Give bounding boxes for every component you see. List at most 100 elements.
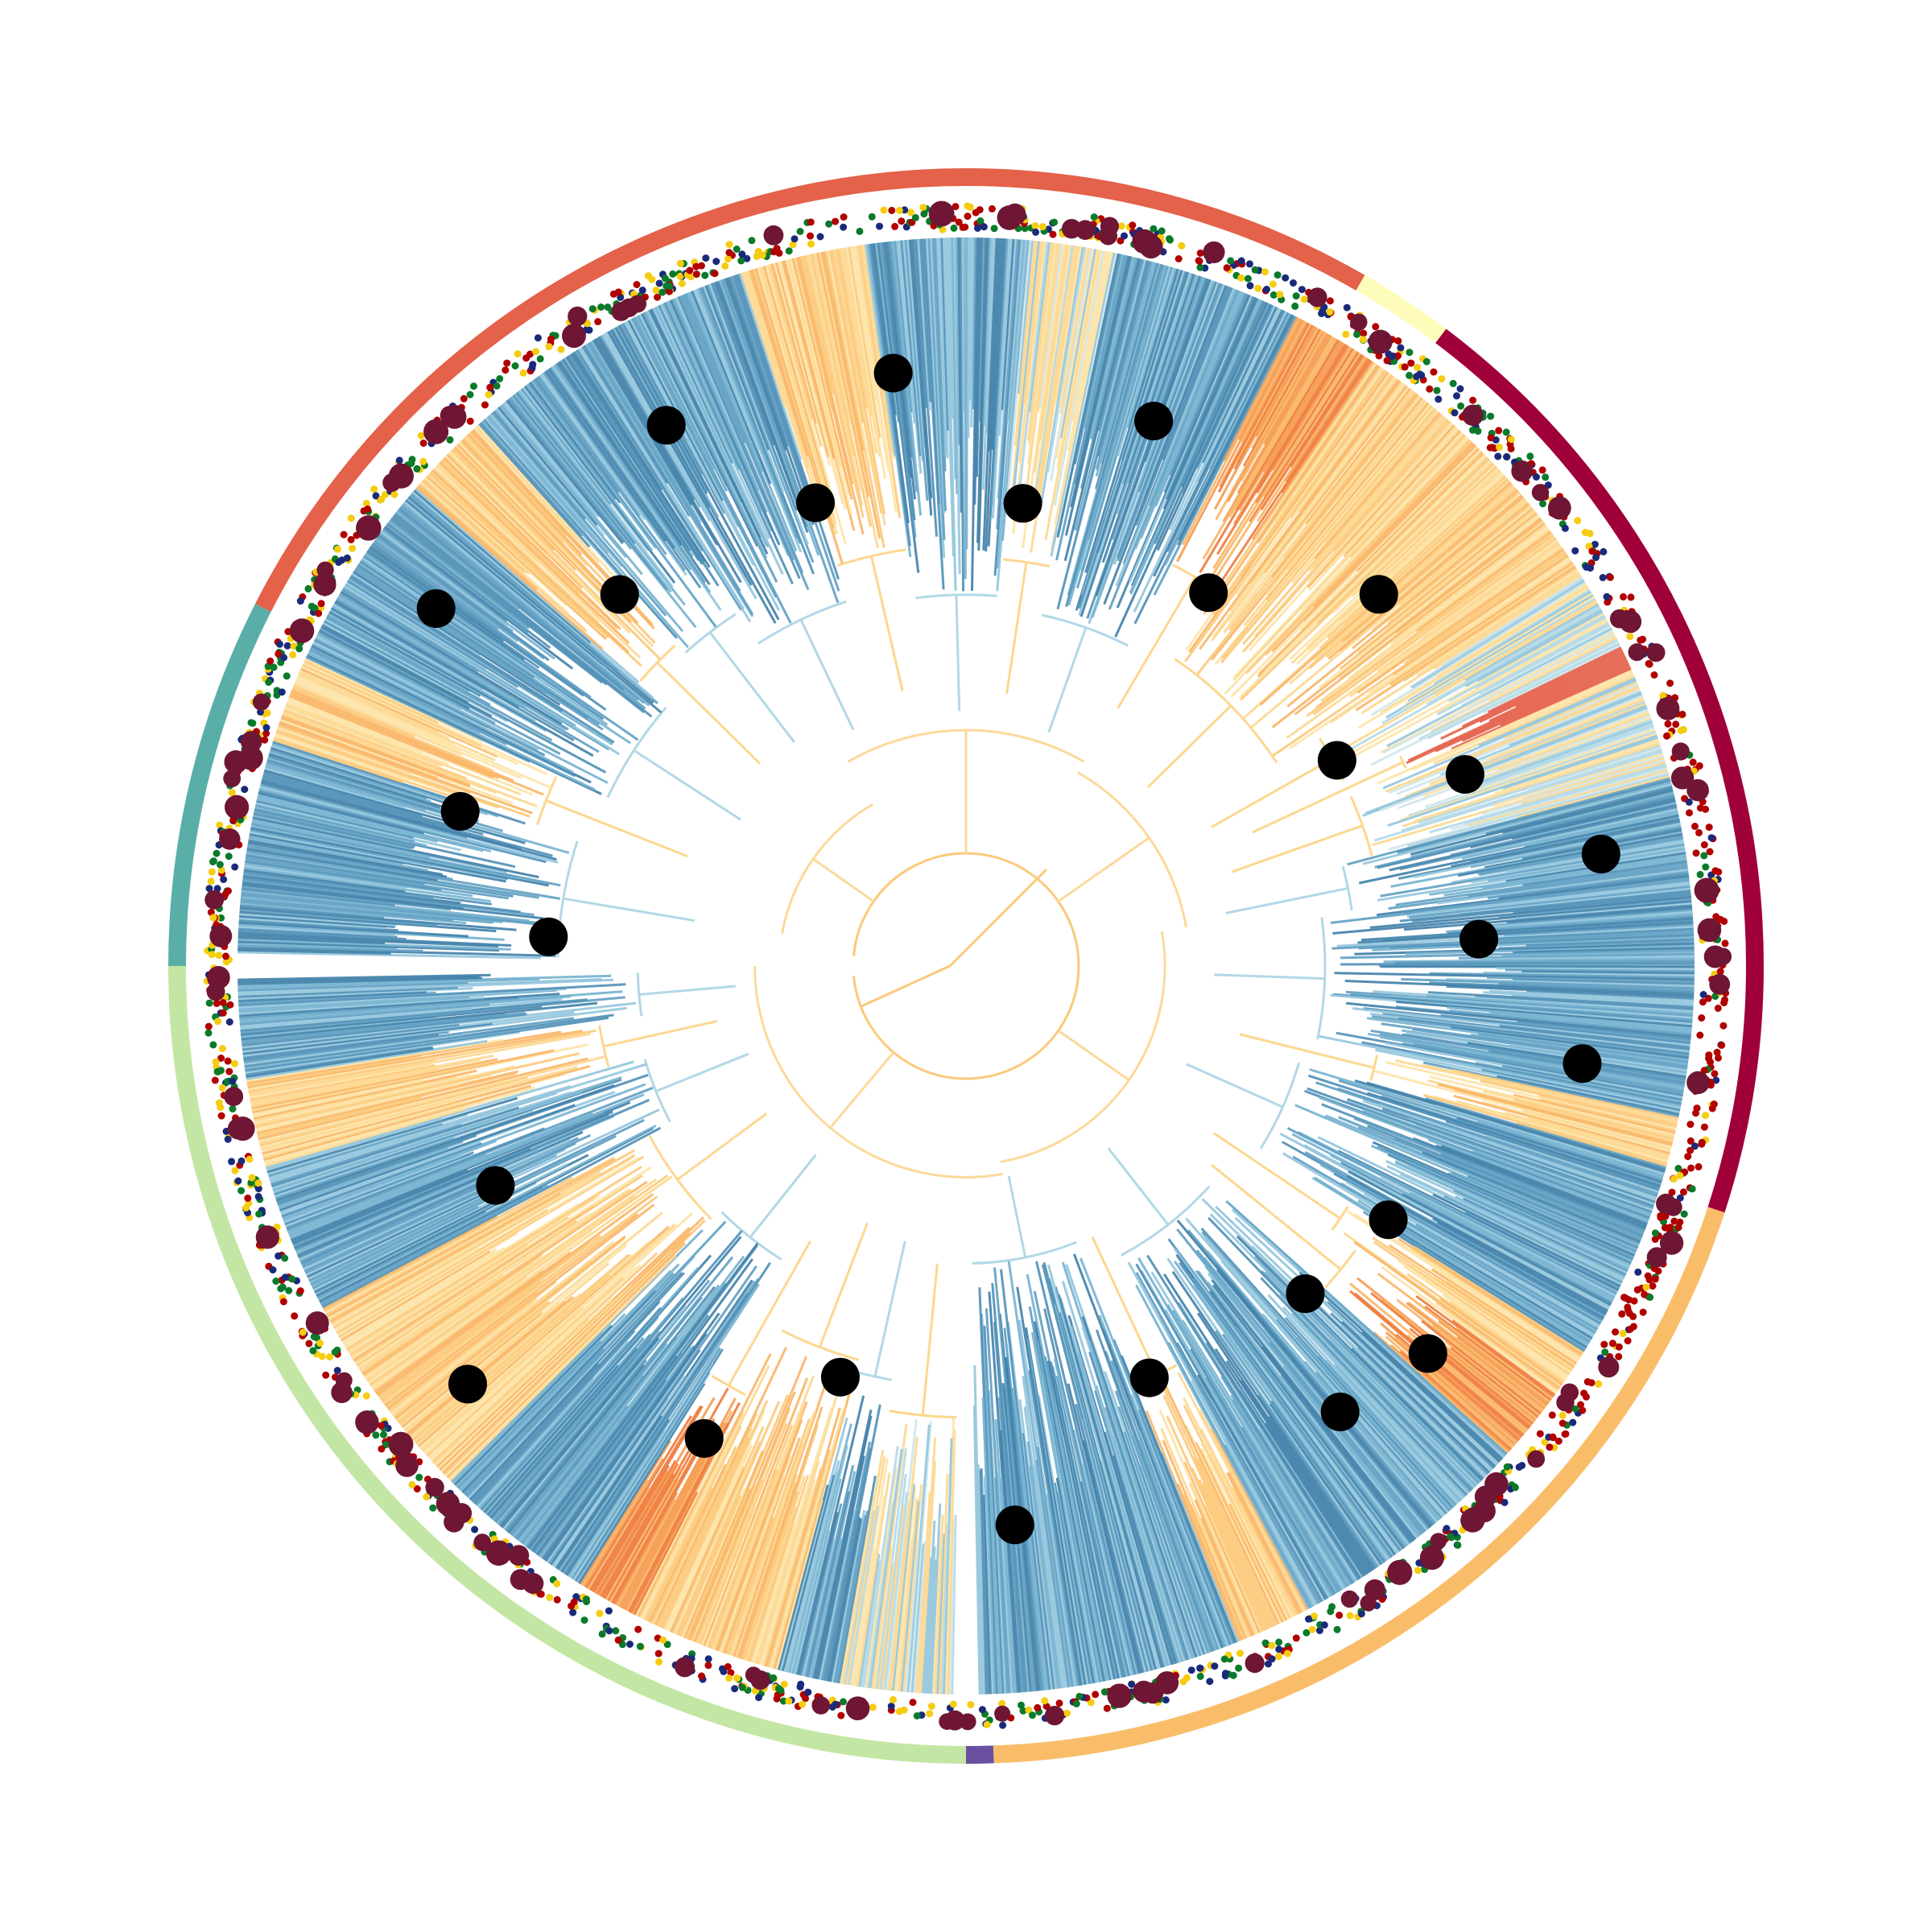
- tip-highlight-dot: [238, 745, 263, 770]
- tip-branch: [795, 257, 865, 535]
- tip-branch: [1265, 1422, 1367, 1576]
- tip-branch: [237, 948, 391, 955]
- tip-branch: [1084, 268, 1179, 573]
- tip-branch: [322, 621, 509, 723]
- tip-branch: [866, 1502, 894, 1688]
- tip-branch: [1176, 320, 1305, 563]
- tip-dot: [1333, 1625, 1341, 1633]
- tip-dot: [1254, 284, 1262, 292]
- clade-stem: [1213, 1132, 1341, 1220]
- tip-branch: [1127, 275, 1199, 484]
- tip-branch: [812, 253, 851, 423]
- tip-dot: [614, 1636, 622, 1644]
- tip-branch: [1381, 1022, 1688, 1068]
- tip-branch: [254, 803, 415, 843]
- tip-branch: [242, 1011, 575, 1053]
- tip-dot: [532, 348, 539, 356]
- tip-branch: [1006, 239, 1024, 422]
- tip-dot: [1150, 225, 1158, 233]
- tip-branch: [806, 254, 861, 491]
- tip-branch: [246, 848, 438, 881]
- tip-branch: [773, 262, 832, 466]
- tip-dot: [1659, 691, 1667, 700]
- tip-dot: [460, 394, 468, 402]
- tip-branch: [1330, 993, 1693, 1026]
- tip-branch: [556, 361, 683, 547]
- tip-highlight-dot: [1484, 1472, 1509, 1496]
- tip-branch: [1283, 390, 1415, 559]
- tip-branch: [733, 1378, 828, 1657]
- tip-branch: [1314, 485, 1515, 662]
- tip-branch: [1166, 310, 1286, 552]
- tip-branch: [265, 1060, 634, 1170]
- tip-branch: [356, 1220, 578, 1367]
- clade-stem: [1231, 824, 1364, 873]
- tip-branch: [568, 353, 706, 563]
- tip-dot: [1642, 1283, 1650, 1291]
- tip-dot: [580, 1616, 588, 1624]
- internal-branch: [1057, 836, 1150, 902]
- tip-branch: [291, 1110, 613, 1245]
- tip-branch: [1022, 1375, 1068, 1688]
- tip-branch: [1501, 951, 1695, 957]
- tip-highlight-dot: [219, 828, 241, 850]
- tip-branch: [1056, 260, 1149, 610]
- tip-branch: [1037, 243, 1062, 413]
- tip-branch: [775, 262, 830, 457]
- tip-branch: [415, 486, 604, 650]
- tip-branch: [374, 539, 499, 630]
- tip-branch: [714, 281, 809, 534]
- tip-branch: [1362, 1211, 1587, 1351]
- tip-branch: [1298, 1271, 1504, 1460]
- tip-branch: [257, 1096, 422, 1138]
- tip-branch: [1402, 1042, 1684, 1095]
- tip-branch: [1389, 803, 1678, 872]
- tip-branch: [293, 683, 463, 756]
- tip-branch: [1072, 1253, 1224, 1649]
- tip-branch: [1453, 1094, 1670, 1155]
- tip-branch: [1176, 1219, 1433, 1527]
- tip-branch: [443, 1219, 706, 1476]
- tip-branch: [594, 1470, 669, 1594]
- tip-branch: [981, 1397, 996, 1695]
- tip-branch: [243, 1030, 449, 1059]
- tip-branch: [930, 1503, 942, 1695]
- tip-dot: [676, 259, 684, 267]
- tip-branch: [1212, 369, 1386, 616]
- tip-branch: [1290, 469, 1501, 664]
- clade-stem: [656, 661, 762, 765]
- tip-branch: [726, 277, 815, 526]
- tip-branch: [1344, 428, 1460, 555]
- tip-branch: [654, 306, 770, 548]
- tip-branch: [938, 237, 949, 459]
- tip-branch: [1379, 544, 1562, 675]
- tip-dot: [262, 724, 270, 732]
- tip-branch: [987, 238, 1007, 547]
- tip-branch: [1389, 934, 1695, 950]
- tip-branch: [807, 254, 855, 456]
- tip-dot: [1666, 679, 1674, 687]
- tip-branch: [266, 1117, 444, 1171]
- tip-branch: [1348, 527, 1550, 679]
- tip-dot: [266, 657, 275, 665]
- tip-branch: [1296, 473, 1505, 665]
- tip-dot: [1650, 671, 1658, 679]
- tip-dot: [791, 235, 799, 243]
- tip-branch: [667, 1445, 753, 1632]
- tip-branch: [315, 637, 539, 752]
- tip-branch: [1297, 1131, 1618, 1294]
- tip-branch: [1504, 681, 1638, 740]
- tip-branch: [285, 704, 444, 767]
- tip-branch: [1061, 1435, 1114, 1680]
- tip-branch: [1366, 1017, 1689, 1062]
- clade-stem: [1005, 562, 1028, 695]
- tip-branch: [353, 1204, 595, 1361]
- clade-arc: [1331, 1206, 1349, 1231]
- tip-branch: [502, 402, 598, 518]
- tip-branch: [1412, 1028, 1688, 1070]
- tip-highlight-dot: [224, 1087, 244, 1107]
- tip-branch: [1338, 1079, 1663, 1182]
- tip-branch: [791, 258, 853, 500]
- tip-branch: [242, 1001, 637, 1049]
- tip-branch: [370, 544, 584, 697]
